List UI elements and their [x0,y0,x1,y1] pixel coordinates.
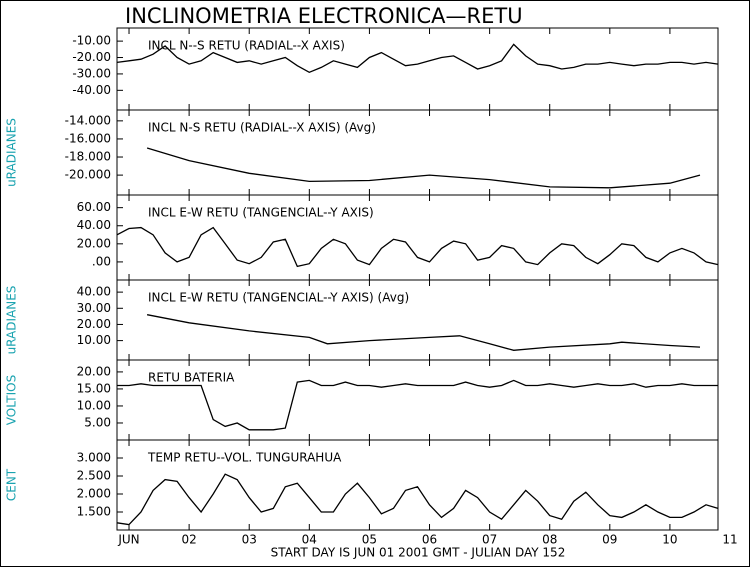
x-tick-label: 09 [602,533,617,547]
x-tick-label: JUN [117,533,139,547]
panel-title: INCL N-S RETU (RADIAL--X AXIS) (Avg) [148,121,376,135]
x-tick-label: 08 [542,533,557,547]
y-axis-label: VOLTIOS [5,375,19,425]
x-tick-label: 05 [362,533,377,547]
y-tick-label: 20.00 [77,364,111,378]
chart-title: INCLINOMETRIA ELECTRONICA—RETU [125,4,523,28]
y-tick-label: 40.00 [77,218,111,232]
panel-title: INCL E-W RETU (TANGENCIAL--Y AXIS) (Avg) [148,291,409,305]
y-tick-label: 15.00 [77,381,111,395]
y-axis-label: CENT [5,468,19,501]
x-tick-label: 07 [482,533,497,547]
y-tick-label: 1.500 [77,505,111,519]
panel-title: TEMP RETU--VOL. TUNGURAHUA [147,451,342,465]
y-tick-label: 20.00 [77,317,111,331]
panel-title: INCL N--S RETU (RADIAL--X AXIS) [148,39,345,53]
data-line [116,473,719,526]
y-tick-label: 20.00 [77,236,111,250]
y-axis-label: uRADIANES [5,118,19,187]
x-tick-label: 06 [422,533,437,547]
y-tick-label: 40.00 [77,285,111,299]
y-tick-label: 30.00 [77,301,111,315]
y-tick-label: -20.000 [65,168,111,182]
y-tick-label: -18.000 [65,150,111,164]
panel-title: RETU BATERIA [148,371,235,385]
x-tick-label: 10 [662,533,677,547]
y-tick-label: 60.00 [77,200,111,214]
y-axis-label: uRADIANES [5,286,19,355]
x-tick-label: 04 [302,533,317,547]
x-tick-label: 11 [722,533,737,547]
data-line [116,43,719,74]
x-axis-label: START DAY IS JUN 01 2001 GMT - JULIAN DA… [271,546,566,560]
x-tick-label: 02 [181,533,196,547]
y-tick-label: -20.00 [72,50,111,64]
y-tick-label: 2.500 [77,469,111,483]
y-tick-label: 3.000 [77,451,111,465]
y-tick-label: -30.00 [72,66,111,80]
data-line [117,379,718,431]
y-tick-label: -16.000 [65,131,111,145]
y-tick-label: -10.00 [72,34,111,48]
data-line [146,147,701,189]
panel-title: INCL E-W RETU (TANGENCIAL--Y AXIS) [148,206,374,220]
data-line [146,314,701,351]
panel-frame [116,439,719,531]
x-tick-label: 03 [242,533,257,547]
y-tick-label: .00 [92,254,111,268]
y-tick-label: -40.00 [72,83,111,97]
y-tick-label: -14.000 [65,113,111,127]
y-tick-label: 10.00 [77,398,111,412]
y-tick-label: 10.00 [77,333,111,347]
data-line [116,226,719,268]
y-tick-label: 2.000 [77,487,111,501]
y-tick-label: 5.00 [84,415,111,429]
